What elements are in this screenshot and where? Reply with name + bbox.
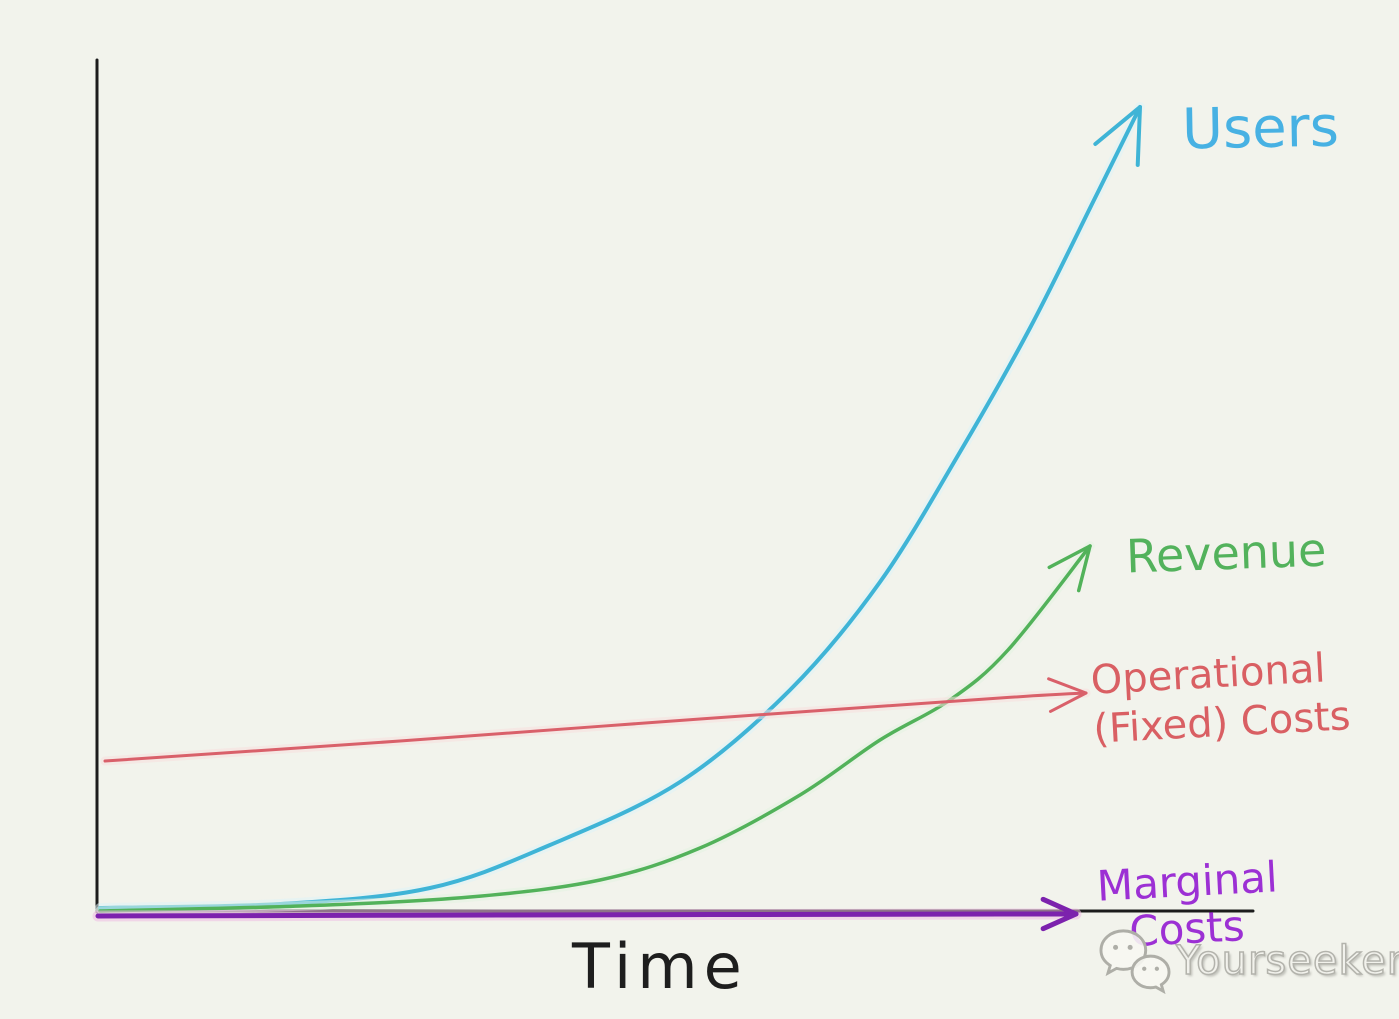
users-series-label: Users xyxy=(1181,94,1340,163)
operational-costs-series-label: Operational (Fixed) Costs xyxy=(1090,643,1352,754)
revenue-curve xyxy=(98,544,1092,913)
users-arrowhead xyxy=(1093,105,1142,167)
revenue-series-label: Revenue xyxy=(1125,522,1328,584)
users-curve-glow xyxy=(95,102,1145,913)
x-axis-title: Time xyxy=(572,930,748,1003)
marginal-costs-curve xyxy=(95,911,1079,919)
users-curve xyxy=(98,105,1142,910)
wechat-icon xyxy=(1099,929,1171,995)
operational-fixed-costs-curve xyxy=(103,691,1088,763)
revenue-arrowhead xyxy=(1047,544,1092,593)
marginal-costs-arrowhead xyxy=(1040,896,1079,932)
operational-fixed-costs-arrowhead xyxy=(1047,677,1088,713)
marginal-costs-label-line1: Marginal xyxy=(1095,852,1279,911)
watermark-text: Yourseeker xyxy=(1175,937,1399,985)
watermark: Yourseeker xyxy=(1096,926,1399,996)
